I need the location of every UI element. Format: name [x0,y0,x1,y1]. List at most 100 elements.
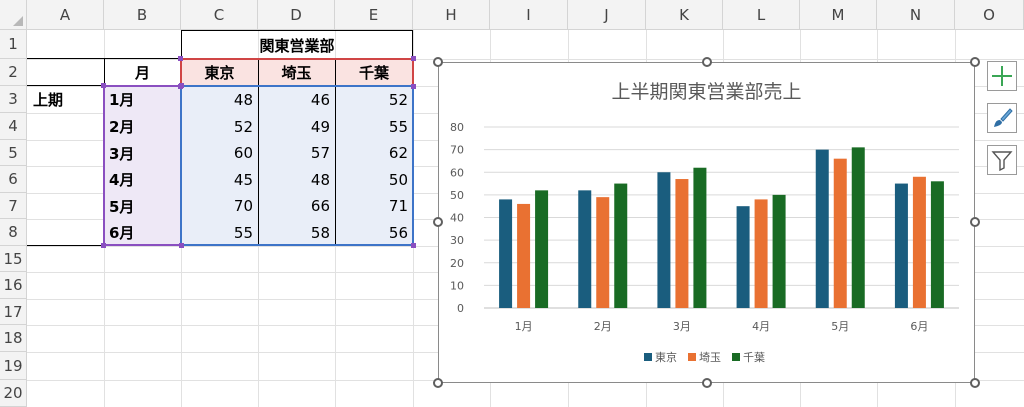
column-header-k[interactable]: K [646,0,723,30]
row-header-2[interactable]: 2 [0,59,27,86]
column-header-i[interactable]: I [490,0,568,30]
resize-handle-bottom-right[interactable] [970,378,980,388]
value-cell[interactable]: 66 [258,193,335,219]
row-header-16[interactable]: 16 [0,272,27,299]
bar-千葉-5月[interactable] [851,147,865,308]
bar-東京-3月[interactable] [657,172,671,308]
resize-handle-bottom-left[interactable] [433,378,443,388]
value-cell[interactable]: 48 [258,166,335,193]
range-corner-marker [101,83,106,88]
resize-handle-right[interactable] [970,217,980,227]
row-header-15[interactable]: 15 [0,246,27,272]
column-header-n[interactable]: N [877,0,955,30]
column-header-e[interactable]: E [335,0,413,30]
value-cell[interactable]: 52 [181,113,258,140]
row-header-17[interactable]: 17 [0,299,27,325]
column-header-a[interactable]: A [27,0,104,30]
region-header-cell[interactable]: 埼玉 [258,59,335,86]
row-header-18[interactable]: 18 [0,325,27,352]
value-cell[interactable]: 46 [258,86,335,113]
select-all-corner[interactable] [0,0,27,30]
row-header-6[interactable]: 6 [0,166,27,193]
value-cell[interactable]: 71 [335,193,413,219]
bar-千葉-2月[interactable] [614,183,628,308]
column-header-b[interactable]: B [104,0,181,30]
region-header-cell[interactable]: 千葉 [335,59,413,86]
row-header-3[interactable]: 3 [0,86,27,113]
row-header-20[interactable]: 20 [0,380,27,407]
bar-東京-4月[interactable] [736,206,750,308]
legend-label: 千葉 [743,350,765,364]
month-cell[interactable]: 2月 [104,113,181,140]
row-header-8[interactable]: 8 [0,219,27,246]
funnel-icon [991,151,1013,171]
row-header-19[interactable]: 19 [0,352,27,380]
value-cell[interactable]: 60 [181,140,258,166]
bar-千葉-4月[interactable] [772,194,786,308]
value-cell[interactable]: 48 [181,86,258,113]
value-cell[interactable]: 50 [335,166,413,193]
value-cell[interactable]: 52 [335,86,413,113]
bar-東京-5月[interactable] [815,149,829,308]
row-header-5[interactable]: 5 [0,140,27,166]
bar-東京-2月[interactable] [578,190,592,308]
month-header-cell[interactable]: 月 [134,64,150,82]
row-header-7[interactable]: 7 [0,193,27,219]
column-header-m[interactable]: M [800,0,877,30]
month-cell[interactable]: 3月 [104,140,181,166]
bar-埼玉-6月[interactable] [912,176,926,308]
table-border [258,59,259,246]
row-header-4[interactable]: 4 [0,113,27,140]
bar-埼玉-3月[interactable] [675,179,689,308]
bar-東京-1月[interactable] [499,199,513,308]
bar-千葉-1月[interactable] [535,190,549,308]
resize-handle-top-right[interactable] [970,57,980,67]
y-tick-label: 60 [450,166,464,179]
bar-埼玉-5月[interactable] [833,158,847,308]
range-highlight-blue [180,85,414,246]
bar-東京-6月[interactable] [894,183,908,308]
value-cell[interactable]: 45 [181,166,258,193]
value-cell[interactable]: 49 [258,113,335,140]
bar-埼玉-2月[interactable] [596,197,610,308]
value-cell[interactable]: 56 [335,219,413,246]
value-cell[interactable]: 62 [335,140,413,166]
chart-area[interactable]: 上半期関東営業部売上 0 10 20 30 40 50 60 70 80 1月 2月 3月 4月 5月 6月… [438,62,975,383]
x-tick-label: 4月 [752,320,770,333]
column-header-d[interactable]: D [258,0,335,30]
legend-swatch [732,353,740,361]
month-cell[interactable]: 5月 [104,193,181,219]
chart-filters-button[interactable] [987,145,1017,175]
value-cell[interactable]: 58 [258,219,335,246]
row-label-cell[interactable]: 上期 [33,91,64,109]
resize-handle-top-left[interactable] [433,57,443,67]
bar-埼玉-1月[interactable] [517,203,531,308]
y-tick-label: 50 [450,189,464,202]
chart-title[interactable]: 上半期関東営業部売上 [611,81,802,103]
bar-千葉-3月[interactable] [693,167,707,308]
resize-handle-bottom[interactable] [702,378,712,388]
column-header-o[interactable]: O [955,0,1024,30]
value-cell[interactable]: 70 [181,193,258,219]
value-cell[interactable]: 55 [181,219,258,246]
resize-handle-top[interactable] [702,57,712,67]
month-cell[interactable]: 1月 [104,86,181,113]
resize-handle-left[interactable] [433,217,443,227]
column-header-j[interactable]: J [568,0,646,30]
column-header-h[interactable]: H [413,0,490,30]
chart-styles-button[interactable] [987,103,1017,133]
month-cell[interactable]: 6月 [104,219,181,246]
value-cell[interactable]: 57 [258,140,335,166]
bar-埼玉-4月[interactable] [754,199,768,308]
bar-千葉-6月[interactable] [930,181,944,308]
group-header-cell[interactable]: 関東営業部 [259,36,335,55]
region-header-cell[interactable]: 東京 [181,59,258,86]
value-cell[interactable]: 55 [335,113,413,140]
row-header-1[interactable]: 1 [0,30,27,59]
month-cell[interactable]: 4月 [104,166,181,193]
range-corner-marker [178,56,183,61]
column-header-l[interactable]: L [723,0,800,30]
column-header-c[interactable]: C [181,0,258,30]
chart-elements-button[interactable] [987,61,1017,91]
